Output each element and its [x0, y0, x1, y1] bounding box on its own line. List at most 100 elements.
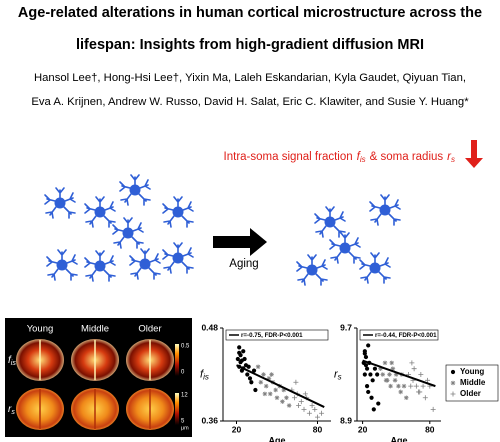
- brain-panel: Young Middle Older fis 0.5 0 rs 12 5μm: [5, 318, 192, 437]
- colorbar: [175, 393, 179, 425]
- point: [255, 364, 261, 370]
- point: [398, 389, 403, 395]
- y-axis-label: fis: [200, 368, 209, 381]
- point: [389, 360, 395, 366]
- trend-line: [236, 364, 325, 408]
- y-tick-label: 9.7: [340, 322, 352, 332]
- point: [375, 372, 380, 377]
- annotation-box: [359, 329, 439, 341]
- point: [418, 372, 424, 377]
- title-line: lifespan: Insights from high-gradient di…: [76, 37, 424, 53]
- point: [382, 360, 388, 366]
- point: [237, 350, 242, 355]
- point: [267, 391, 273, 397]
- annotation: r=-0.44, FDR-P<0.001: [375, 332, 437, 339]
- y-tick-label: 0.36: [201, 415, 218, 425]
- point: [309, 403, 315, 408]
- point: [235, 356, 240, 362]
- point: [393, 372, 399, 377]
- annotation: Intra-soma signal fraction fis & soma radi…: [224, 151, 455, 164]
- subscript: is: [360, 155, 366, 164]
- symbol: r: [447, 151, 452, 163]
- colorbar-label: 0.5: [181, 344, 190, 350]
- point: [390, 366, 396, 371]
- aging-label: Aging: [229, 258, 258, 270]
- point: [366, 389, 371, 395]
- point: [262, 391, 268, 397]
- point: [312, 406, 318, 412]
- neurons: [44, 174, 401, 286]
- down-arrow: [465, 140, 483, 168]
- point: [368, 372, 373, 377]
- colorbar-label: 0: [181, 370, 185, 376]
- point: [306, 410, 312, 416]
- point: [298, 399, 304, 405]
- point: [261, 372, 266, 377]
- point: [293, 379, 299, 385]
- neuron: [112, 217, 144, 249]
- annotation-box: [225, 329, 329, 341]
- point: [249, 380, 254, 385]
- neuron: [359, 252, 391, 284]
- point: [263, 383, 269, 389]
- symbol: f: [200, 368, 204, 380]
- point: [366, 343, 371, 348]
- point: [284, 395, 289, 401]
- symbol: f: [8, 355, 12, 366]
- column-label: Middle: [81, 324, 109, 335]
- point: [301, 406, 307, 412]
- point: [369, 395, 374, 400]
- subscript: is: [11, 360, 17, 367]
- point: [269, 372, 274, 377]
- point: [274, 395, 280, 401]
- legend-marker: [450, 380, 456, 386]
- neuron: [44, 187, 76, 219]
- point: [242, 356, 247, 362]
- point: [388, 383, 393, 389]
- annotation: r=-0.75, FDR-P<0.001: [241, 332, 303, 339]
- point: [425, 377, 431, 383]
- colorbar-label: 5: [181, 419, 185, 425]
- point: [251, 368, 257, 373]
- authors-line: Eva A. Krijnen, Andrew W. Russo, David H…: [31, 96, 469, 108]
- point: [280, 399, 285, 404]
- y-tick-label: 0.48: [201, 322, 218, 332]
- point: [363, 363, 369, 368]
- legend-label: Young: [460, 367, 484, 376]
- point: [246, 364, 251, 369]
- point: [258, 379, 264, 385]
- point: [378, 366, 383, 371]
- point: [286, 403, 292, 408]
- point: [408, 383, 414, 389]
- x-tick-label: 20: [358, 424, 368, 434]
- point: [292, 395, 298, 401]
- neuron: [329, 232, 361, 264]
- symbol: f: [357, 151, 362, 163]
- point: [413, 383, 419, 389]
- column-label: Young: [27, 324, 54, 335]
- x-tick-label: 80: [313, 424, 323, 434]
- aging-arrow: [213, 228, 267, 256]
- legend-label: Older: [460, 389, 481, 398]
- point: [253, 387, 258, 393]
- x-axis-label: Age: [268, 435, 285, 442]
- authors-line: Hansol Lee†, Hong-Hsi Lee†, Yixin Ma, La…: [34, 72, 466, 84]
- point: [387, 372, 392, 377]
- colorbar-label: 12: [181, 393, 188, 399]
- neuron: [129, 248, 161, 280]
- title-line: Age-related alterations in human cortica…: [18, 5, 482, 21]
- point: [363, 354, 369, 360]
- point: [281, 387, 287, 393]
- point: [241, 349, 246, 354]
- colorbar: [175, 344, 179, 376]
- legend-marker: [450, 391, 456, 397]
- point: [430, 406, 436, 412]
- neuron: [369, 194, 401, 226]
- point: [380, 372, 386, 377]
- point: [376, 401, 381, 406]
- point: [245, 372, 250, 377]
- x-tick-label: 20: [232, 424, 242, 434]
- point: [417, 389, 423, 395]
